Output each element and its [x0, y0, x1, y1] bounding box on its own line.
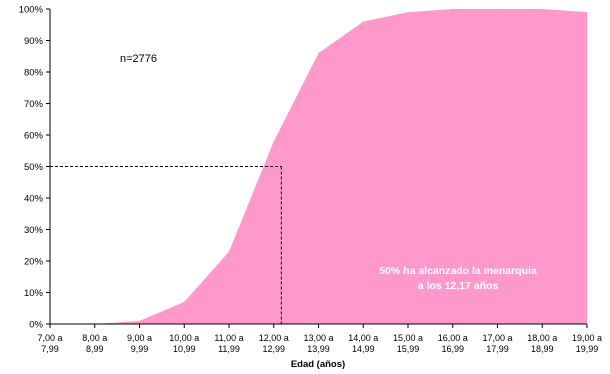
x-tick-label: 18,00 a 18,99	[527, 333, 557, 354]
data-point	[362, 21, 364, 23]
x-tick-label: 8,00 a 8,99	[82, 333, 107, 354]
y-tick-label: 90%	[24, 36, 44, 47]
plot-area	[49, 8, 588, 325]
data-point	[452, 8, 454, 10]
x-tick-label: 19,00 a 19,99	[572, 333, 602, 354]
x-tick-label: 12,00 a 12,99	[259, 333, 289, 354]
median-age-annotation-line2: a los 12,17 años	[418, 280, 499, 292]
data-point	[228, 251, 230, 253]
data-point	[586, 11, 588, 13]
data-point	[183, 301, 185, 303]
y-tick-label: 80%	[24, 68, 44, 79]
x-tick-label: 11,00 a 11,99	[214, 333, 243, 354]
x-axis-tick-labels: 7,00 a 7,99 8,00 a 8,99 9,00 a 9,99 10,00 a 10,…	[37, 333, 602, 354]
data-point	[497, 8, 498, 10]
x-tick-label: 10,00 a 10,99	[169, 333, 199, 354]
y-tick-label: 20%	[24, 257, 44, 268]
y-axis-tick-labels: 0% 10% 20% 30% 40% 50% 60% 70% 80% 90% 100%	[19, 5, 44, 331]
y-tick-label: 70%	[24, 99, 44, 110]
y-tick-label: 40%	[24, 194, 44, 205]
median-age-annotation-line1: 50% ha alcanzado la menarquia	[379, 265, 537, 277]
y-tick-label: 50%	[24, 162, 44, 173]
sample-size-annotation: n=2776	[120, 53, 157, 65]
y-tick-label: 10%	[24, 288, 44, 299]
x-axis-label: Edad (años)	[291, 359, 345, 370]
axes	[46, 8, 588, 328]
cumulative-area	[50, 9, 587, 324]
x-tick-label: 14,00 a 14,99	[348, 333, 378, 354]
x-tick-label: 16,00 a 16,99	[438, 333, 468, 354]
data-point	[273, 140, 275, 142]
data-point	[407, 11, 409, 13]
y-tick-label: 30%	[24, 225, 44, 236]
data-point	[139, 320, 140, 322]
y-tick-label: 100%	[19, 5, 44, 16]
x-tick-label: 15,00 a 15,99	[393, 333, 423, 354]
x-tick-label: 13,00 a 13,99	[303, 333, 333, 354]
data-point	[541, 8, 543, 10]
y-tick-label: 0%	[29, 320, 43, 331]
x-tick-label: 17,00 a 17,99	[482, 333, 512, 354]
reference-lines	[50, 166, 282, 324]
y-tick-label: 60%	[24, 131, 44, 142]
data-point	[318, 52, 319, 54]
x-tick-label: 7,00 a 7,99	[37, 333, 62, 354]
x-tick-label: 9,00 a 9,99	[127, 333, 152, 354]
